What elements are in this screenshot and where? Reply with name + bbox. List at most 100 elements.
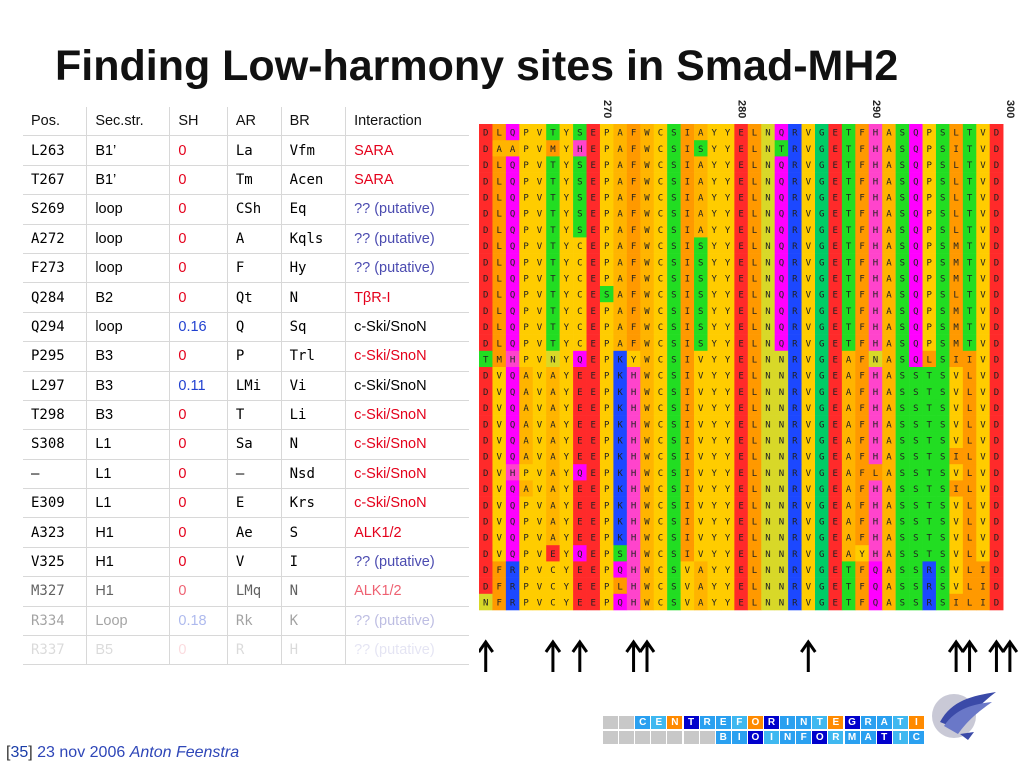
residue-letter: Q [510, 517, 515, 527]
residue-letter: T [846, 161, 852, 171]
residue-letter: N [779, 388, 784, 398]
residue-cell [613, 480, 628, 497]
university-crest-icon [932, 692, 996, 740]
residue-cell [976, 286, 991, 303]
residue-letter: Y [564, 323, 570, 333]
residue-cell [653, 350, 668, 368]
residue-cell [680, 302, 695, 319]
residue-cell [922, 269, 937, 287]
residue-letter: Q [510, 372, 515, 382]
residue-cell [882, 399, 896, 416]
residue-letter: I [953, 145, 958, 155]
residue-cell [801, 269, 816, 287]
residue-letter: N [550, 355, 555, 365]
residue-cell [909, 302, 923, 319]
residue-letter: E [832, 258, 837, 268]
residue-letter: S [900, 323, 905, 333]
residue-cell [828, 172, 843, 190]
residue-letter: H [873, 242, 878, 252]
residue-letter: V [953, 436, 959, 446]
residue-letter: H [873, 420, 878, 430]
residue-cell [895, 431, 910, 449]
residue-letter: F [631, 291, 636, 301]
logo-square [683, 731, 699, 744]
residue-cell [573, 318, 587, 335]
residue-cell [828, 464, 843, 481]
residue-cell [667, 302, 681, 319]
residue-cell [949, 448, 964, 465]
residue-letter: G [819, 372, 824, 382]
residue-cell [882, 383, 896, 400]
residue-letter: G [819, 566, 824, 576]
residue-cell [479, 253, 493, 271]
residue-letter: V [537, 355, 543, 365]
cell-secondary-structure: L1 [86, 488, 171, 519]
residue-cell [694, 302, 708, 319]
residue-letter: N [765, 242, 770, 252]
residue-cell [855, 415, 870, 433]
residue-cell [788, 124, 802, 141]
residue-cell [774, 156, 789, 173]
residue-cell [976, 415, 991, 433]
residue-letter: L [752, 388, 757, 398]
residue-cell [586, 286, 601, 303]
residue-letter: R [792, 501, 798, 511]
residue-cell [559, 269, 574, 287]
residue-cell [707, 399, 722, 416]
residue-letter: A [846, 517, 852, 527]
residue-cell [761, 205, 775, 222]
arrow-up-icon [1001, 639, 1019, 672]
residue-letter: T [967, 161, 973, 171]
residue-letter: A [846, 534, 852, 544]
residue-letter: L [752, 242, 757, 252]
residue-cell [573, 334, 587, 352]
residue-letter: A [550, 485, 556, 495]
residue-cell [707, 140, 722, 157]
residue-letter: I [685, 129, 690, 139]
residue-letter: L [752, 501, 757, 511]
residue-letter: A [886, 129, 892, 139]
cell-position: T267 [23, 165, 88, 196]
residue-letter: S [940, 372, 945, 382]
residue-letter: D [483, 485, 488, 495]
arrow-up-icon [988, 639, 1005, 672]
residue-cell [519, 156, 534, 173]
residue-letter: D [483, 210, 488, 220]
residue-letter: I [685, 436, 690, 446]
residue-letter: Q [913, 193, 918, 203]
residue-cell [855, 302, 870, 319]
residue-letter: S [913, 485, 918, 495]
residue-cell [680, 172, 695, 190]
arrow-up-icon [479, 639, 494, 672]
residue-letter: E [832, 226, 837, 236]
residue-cell [720, 237, 735, 254]
residue-cell [949, 415, 964, 433]
residue-letter: A [550, 404, 556, 414]
residue-letter: R [792, 598, 798, 608]
residue-letter: R [510, 598, 516, 608]
residue-letter: S [940, 436, 945, 446]
residue-letter: H [631, 404, 636, 414]
residue-letter: W [644, 436, 650, 446]
residue-letter: V [537, 258, 543, 268]
residue-letter: S [940, 355, 945, 365]
residue-letter: I [685, 161, 690, 171]
residue-letter: T [967, 226, 973, 236]
residue-cell [694, 156, 708, 173]
residue-letter: R [792, 355, 798, 365]
residue-cell [815, 383, 829, 400]
residue-letter: V [698, 469, 704, 479]
residue-letter: W [644, 210, 650, 220]
residue-letter: E [591, 517, 596, 527]
residue-cell [868, 221, 883, 238]
residue-cell [667, 221, 681, 238]
residue-letter: P [604, 372, 610, 382]
residue-cell [922, 415, 937, 433]
residue-letter: A [886, 210, 892, 220]
residue-letter: G [819, 161, 824, 171]
residue-cell [895, 334, 910, 352]
cell-secondary-structure: B1’ [86, 135, 171, 166]
